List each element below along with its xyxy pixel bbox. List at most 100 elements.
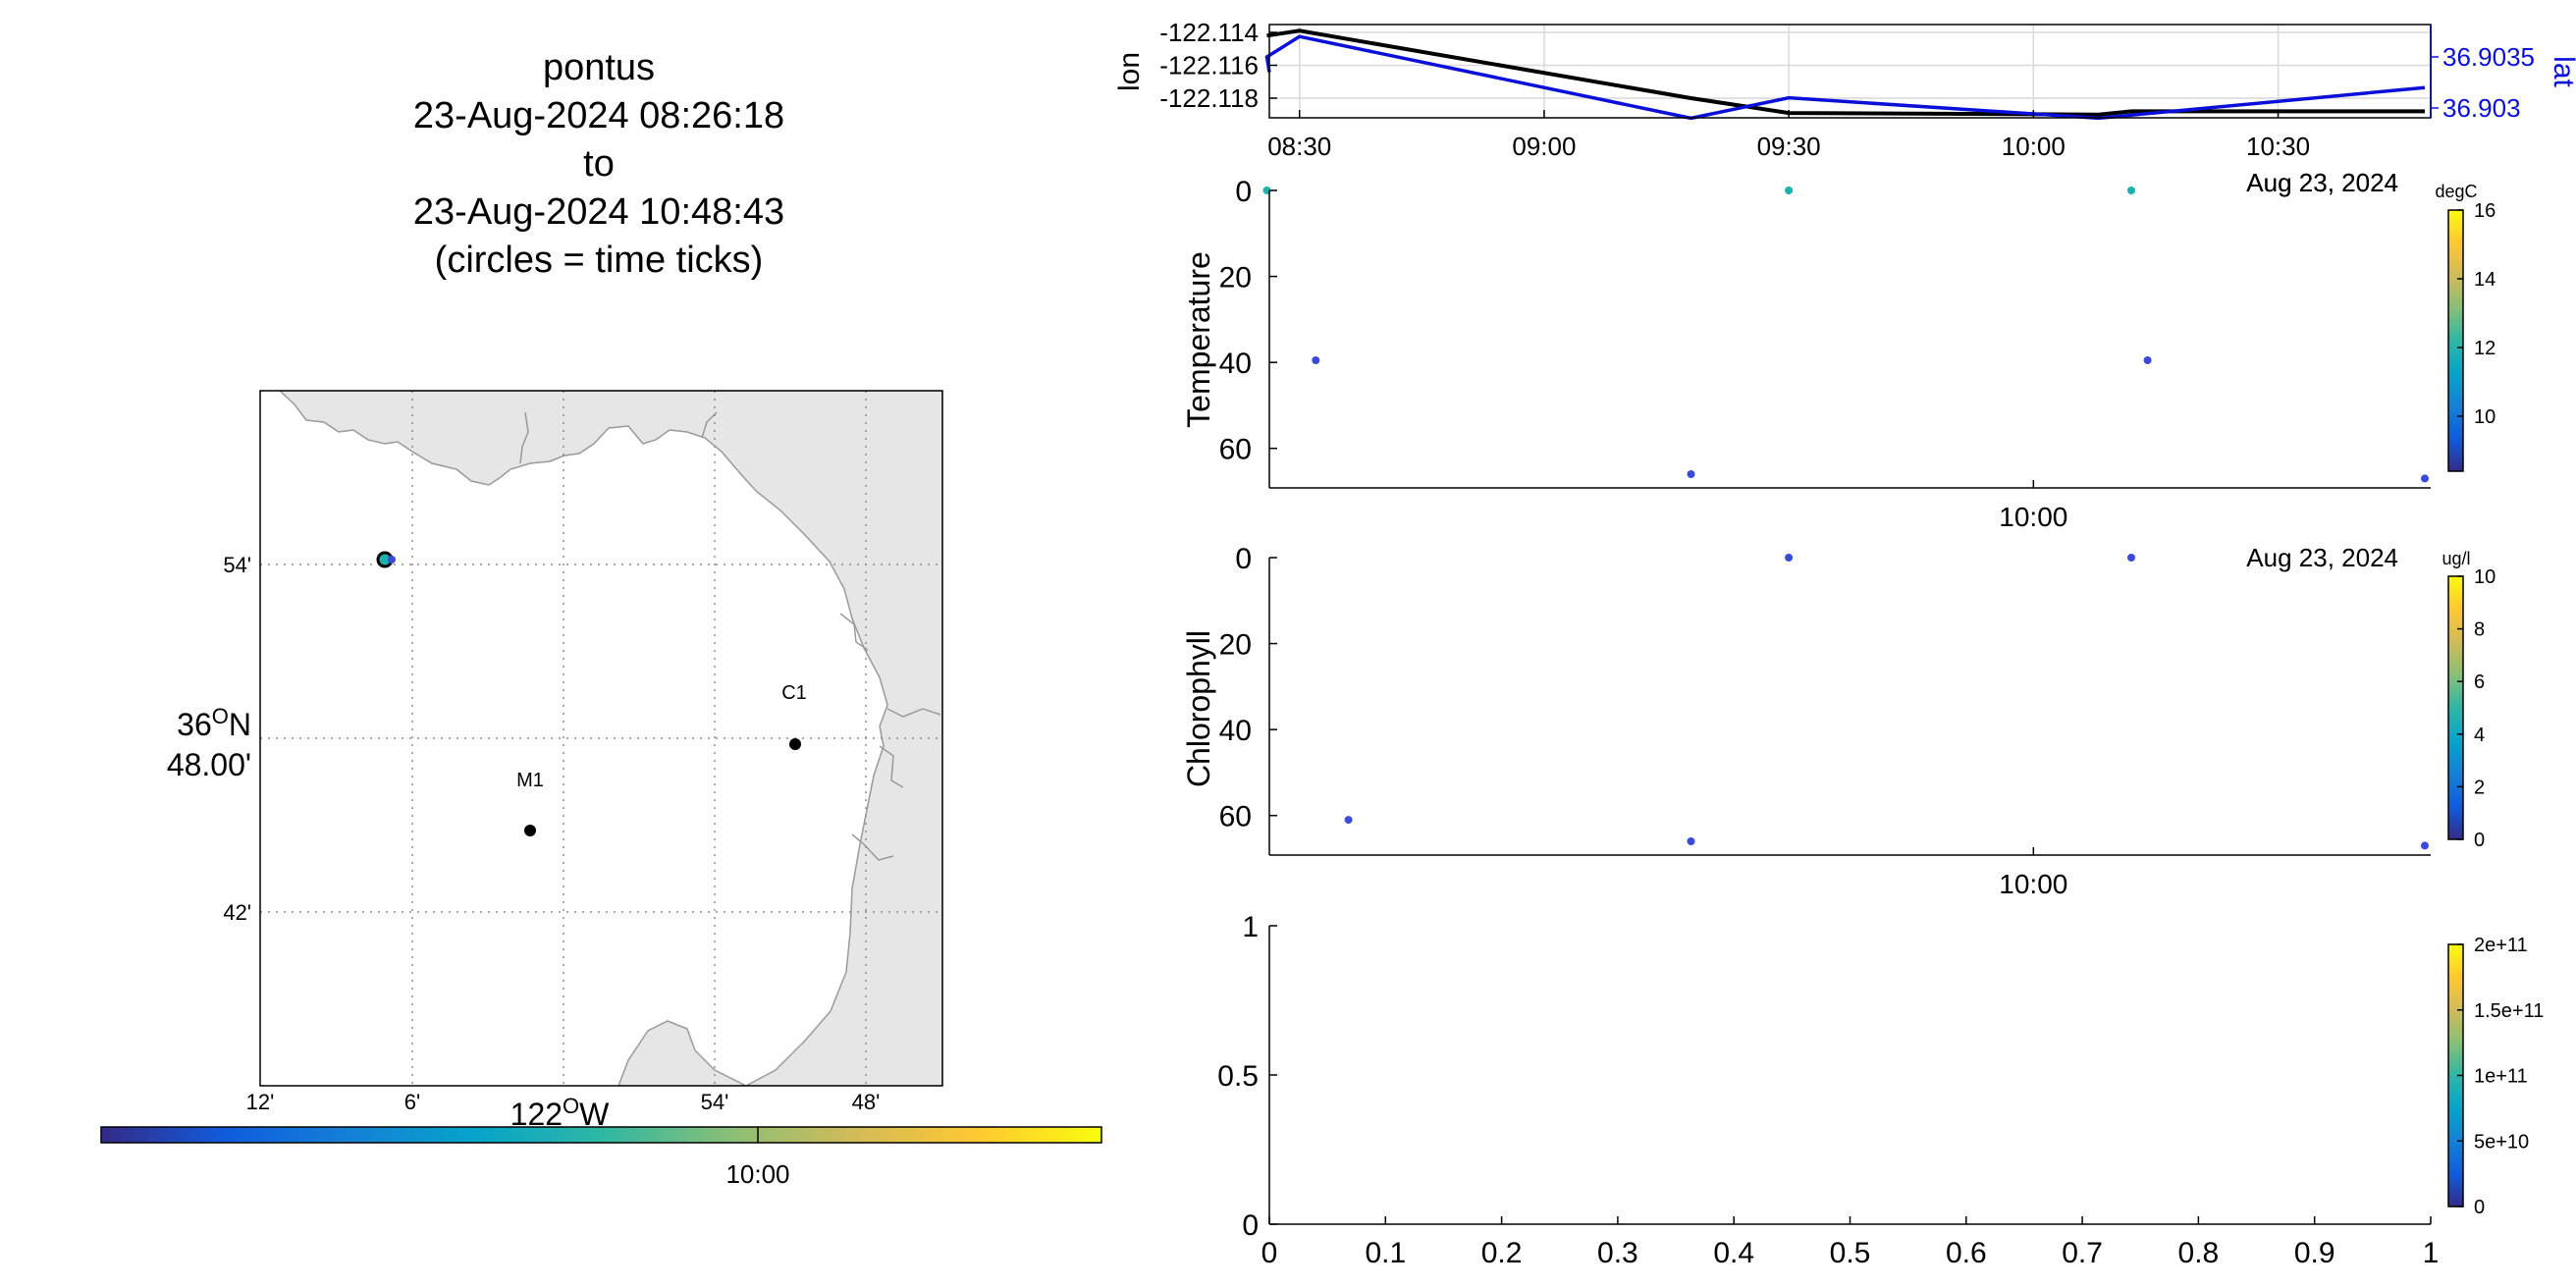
data-point xyxy=(1687,837,1695,845)
title-block: pontus 23-Aug-2024 08:26:18 to 23-Aug-20… xyxy=(413,47,784,281)
data-point xyxy=(2127,187,2135,194)
river-5 xyxy=(839,613,869,651)
colorbar-tick-label: 1.5e+11 xyxy=(2474,1000,2544,1022)
colorbar-tick-label: 4 xyxy=(2474,724,2485,746)
station-label: C1 xyxy=(781,682,807,704)
x-tick-label: 1 xyxy=(2423,1237,2440,1269)
x-tick-label: 10:00 xyxy=(1999,869,2067,899)
colorbar-tick-label: 10 xyxy=(2474,406,2496,428)
data-point xyxy=(2421,474,2429,483)
lonlat-x-tick-label: 09:30 xyxy=(1757,132,1821,161)
x-tick-label: 0 xyxy=(1261,1237,1278,1269)
lon-y-tick-label: -122.116 xyxy=(1159,51,1259,80)
station-label: M1 xyxy=(516,770,544,791)
lonlat-ticks: 08:30 09:00 09:30 10:00 10:30 -122.114 -122.11… xyxy=(1159,18,2535,161)
temperature-y-label: Temperature xyxy=(1181,251,1216,428)
map-grid xyxy=(260,391,942,1086)
colorbar-tick-label: 8 xyxy=(2474,619,2485,641)
x-tick-label: 0.2 xyxy=(1481,1237,1523,1269)
colorbar-tick-label: 0 xyxy=(2474,1197,2485,1218)
colorbar-tick-label: 1e+11 xyxy=(2474,1066,2528,1088)
colorbar-tick-label: 0 xyxy=(2474,830,2485,851)
map-frame xyxy=(259,390,943,1087)
date-suffix: Aug 23, 2024 xyxy=(2246,168,2398,197)
chlorophyll-points xyxy=(1344,554,2429,850)
map-panel: C1 M1 54' 42' 36ON 48.00' 12' 6' 54' 48'… xyxy=(100,390,1102,1189)
y-tick-label: 0.5 xyxy=(1217,1060,1259,1093)
x-date-label: Aug 23, 2024 xyxy=(2246,543,2398,572)
y-tick-label: 20 xyxy=(1219,262,1252,295)
time-colorbar-tick: 10:00 xyxy=(725,1159,789,1189)
lat-y-tick-label: 36.9035 xyxy=(2442,42,2535,72)
lon-tick-54: 54' xyxy=(701,1090,729,1114)
empty-panel: 0 0.1 0.2 0.3 0.4 0.5 0.6 0.7 0.8 0.9 1 1 0.5 0 2e+11… xyxy=(1217,911,2544,1269)
colorbar-tick-label: 16 xyxy=(2474,200,2496,222)
data-point xyxy=(2127,554,2135,562)
lon-y-tick-label: -122.118 xyxy=(1159,83,1259,113)
lon-tick-48: 48' xyxy=(852,1090,881,1114)
lat-center-label: 36ON 48.00' xyxy=(167,704,251,782)
colorbar-tick-label: 12 xyxy=(2474,338,2496,359)
lat-y-tick-label: 36.903 xyxy=(2442,93,2521,123)
colorbar-tick-label: 2 xyxy=(2474,777,2485,798)
colorbar-tick-label: 6 xyxy=(2474,671,2485,693)
track-point xyxy=(388,556,396,564)
title-end: 23-Aug-2024 10:48:43 xyxy=(413,191,784,233)
river-4 xyxy=(879,745,904,788)
x-tick-label: 0.6 xyxy=(1946,1237,1987,1269)
title-note: (circles = time ticks) xyxy=(435,240,764,281)
river-3 xyxy=(886,708,941,718)
lat-tick-54: 54' xyxy=(223,553,251,577)
y-tick-label: 0 xyxy=(1235,543,1252,575)
lonlat-x-tick-label: 10:30 xyxy=(2246,132,2310,161)
lat-hemisphere: N xyxy=(229,707,251,742)
lon-axis-label: 122OW xyxy=(510,1094,611,1132)
river-6 xyxy=(851,833,894,861)
title-joiner: to xyxy=(583,143,615,185)
temperature-colorbar-unit: degC xyxy=(2435,182,2477,201)
title-platform: pontus xyxy=(543,47,655,88)
temperature-points xyxy=(1262,187,2429,483)
lonlat-x-tick-label: 08:30 xyxy=(1267,132,1331,161)
lon-deg: 122 xyxy=(510,1097,563,1132)
station-m1: M1 xyxy=(516,770,544,836)
lonlat-grid xyxy=(1269,25,2431,118)
chlorophyll-ticks: 0 20 40 60 10:00 Aug 23, 2024 xyxy=(1219,543,2398,899)
y-tick-label: 60 xyxy=(1219,434,1252,466)
x-date-label: Aug 23, 2024 xyxy=(2246,168,2398,197)
temperature-colorbar xyxy=(2447,209,2464,472)
y-tick-label: 0 xyxy=(1242,1209,1259,1242)
data-point xyxy=(1687,470,1695,478)
x-tick-label: 0.5 xyxy=(1830,1237,1871,1269)
svg-text:36ON: 36ON xyxy=(177,704,251,742)
data-point xyxy=(1312,356,1320,364)
y-tick-label: 20 xyxy=(1219,629,1252,662)
temperature-panel: 0 20 40 60 10:00 Aug 23, 2024 Temperature deg… xyxy=(1181,168,2496,532)
chlorophyll-colorbar-ticks: 10 8 6 4 2 0 xyxy=(2457,566,2496,851)
colorbar-tick-label: 2e+11 xyxy=(2474,935,2528,956)
chlorophyll-colorbar-unit: ug/l xyxy=(2442,549,2470,568)
degree-sign: O xyxy=(563,1094,579,1118)
x-tick-label: 10:00 xyxy=(1999,502,2067,532)
lon-axis-label: lon xyxy=(1113,52,1146,91)
y-tick-label: 1 xyxy=(1242,911,1259,943)
empty-colorbar-ticks: 2e+11 1.5e+11 1e+11 5e+10 0 xyxy=(2457,935,2544,1218)
lon-y-tick-label: -122.114 xyxy=(1159,18,1259,47)
coastline-land xyxy=(278,391,942,1086)
temperature-ticks: 0 20 40 60 10:00 Aug 23, 2024 xyxy=(1219,168,2398,532)
x-tick-label: 0.3 xyxy=(1597,1237,1638,1269)
empty-ticks: 0 0.1 0.2 0.3 0.4 0.5 0.6 0.7 0.8 0.9 1 1 0.5 0 xyxy=(1217,911,2439,1269)
lon-hemisphere: W xyxy=(579,1097,610,1132)
data-point xyxy=(2421,841,2429,850)
station-marker xyxy=(789,738,801,750)
river-2 xyxy=(701,411,718,439)
chlorophyll-y-label: Chlorophyll xyxy=(1181,630,1216,787)
data-point xyxy=(1344,816,1353,825)
x-tick-label: 0.9 xyxy=(2294,1237,2335,1269)
time-colorbar xyxy=(100,1126,1102,1144)
station-marker xyxy=(524,825,536,836)
lonlat-x-tick-label: 10:00 xyxy=(2002,132,2066,161)
temperature-colorbar-ticks: 16 14 12 10 xyxy=(2457,200,2496,428)
